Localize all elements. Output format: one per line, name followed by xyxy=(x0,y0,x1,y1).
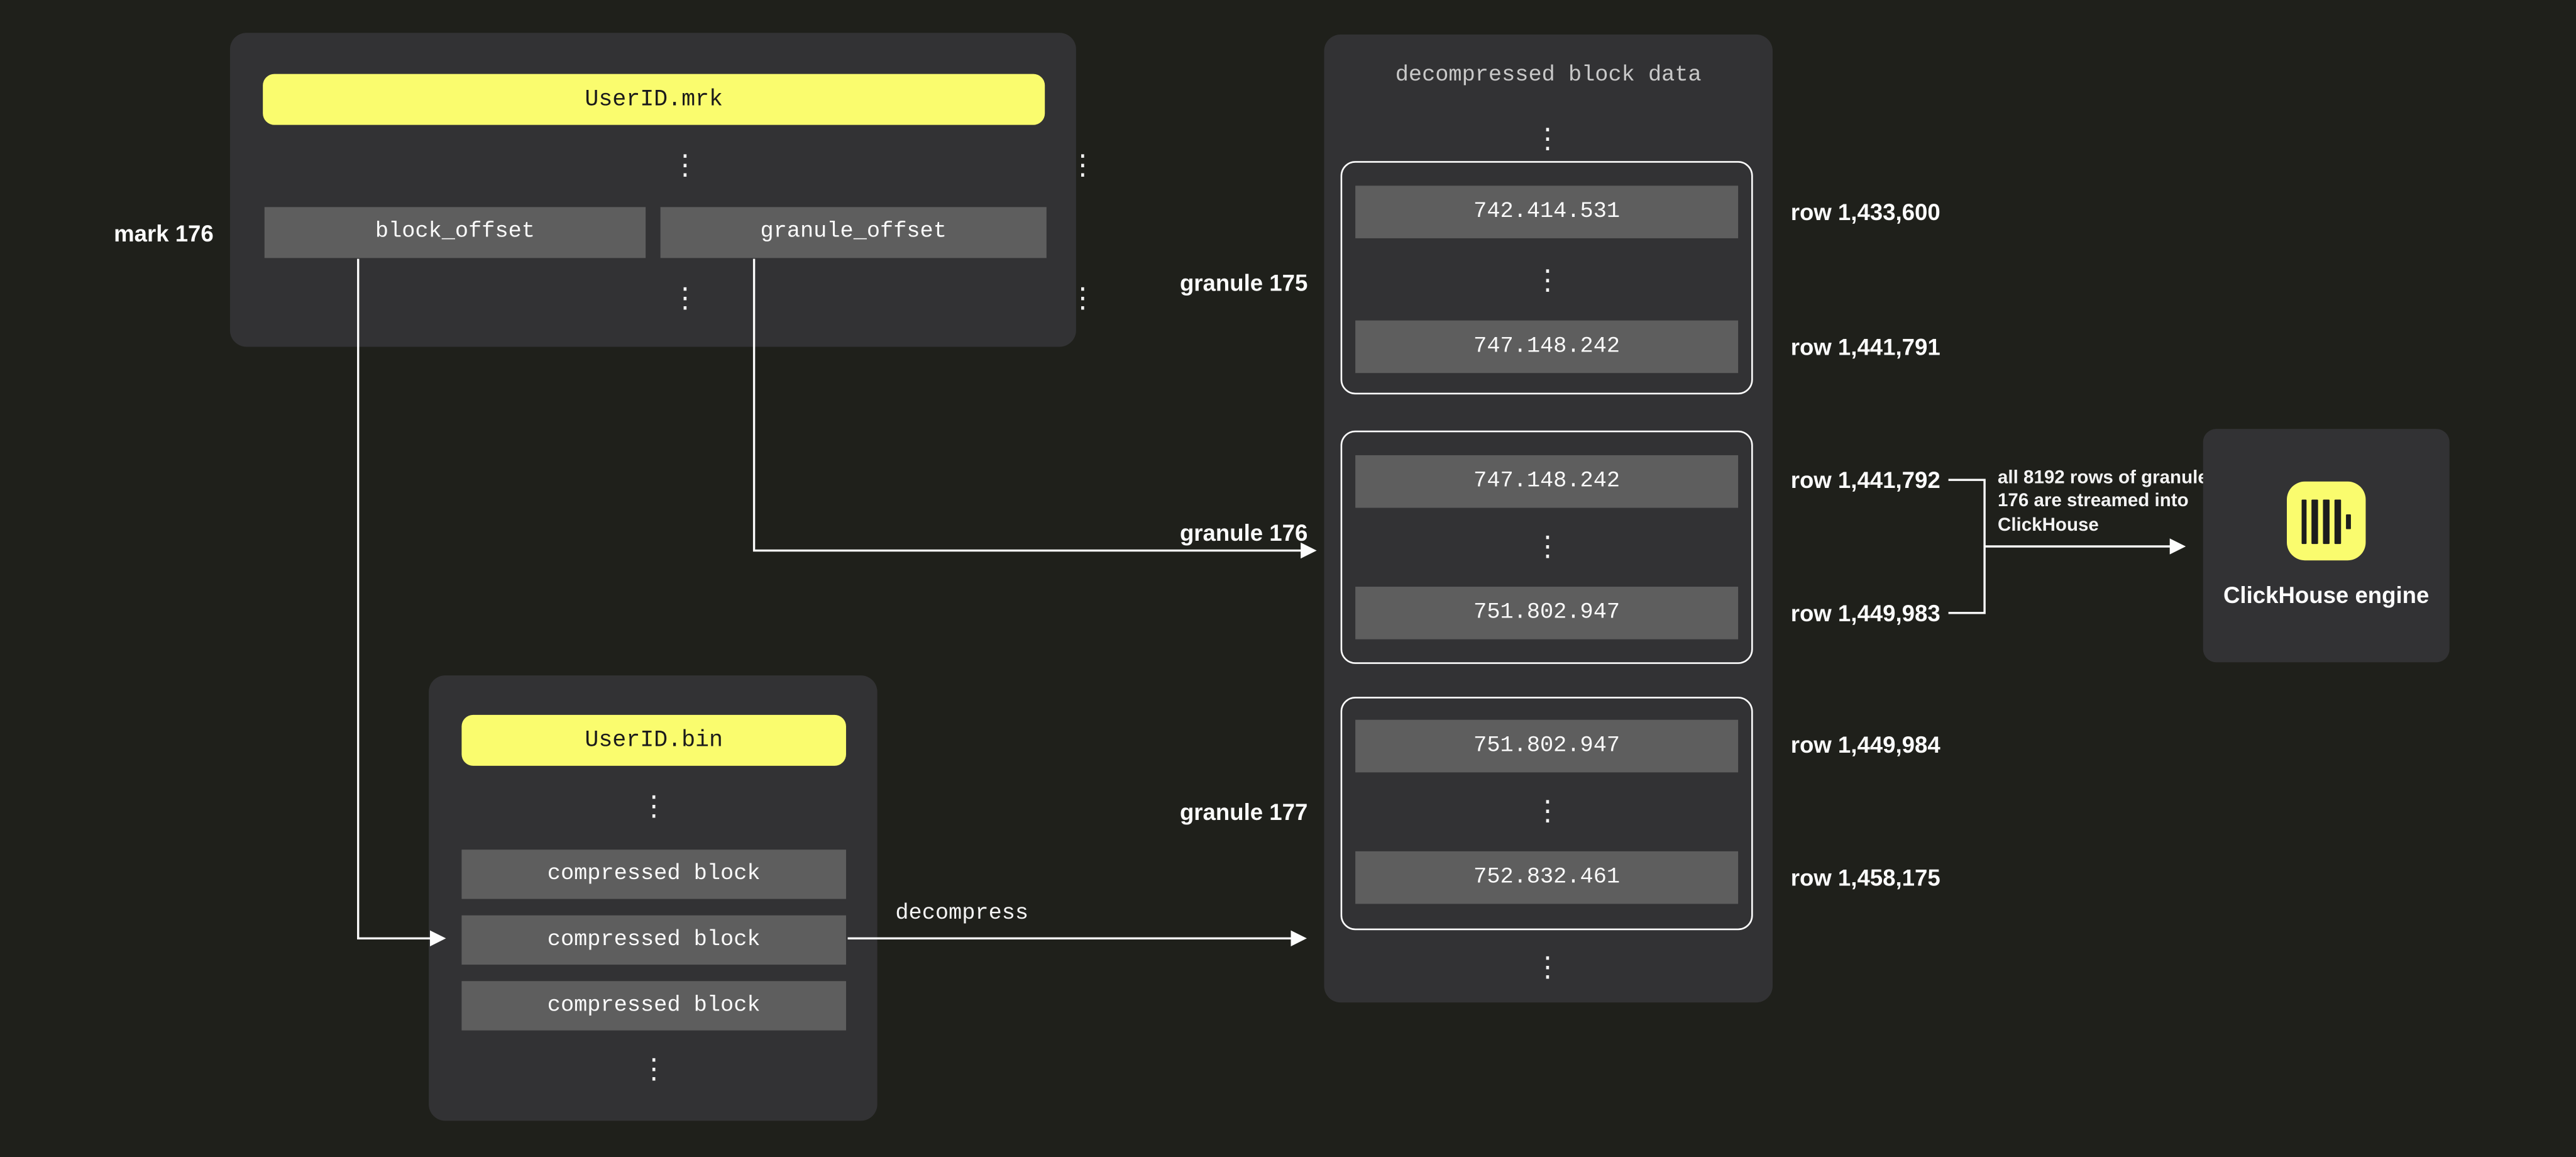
granule-177-label: granule 177 xyxy=(1179,799,1308,825)
annotation-line-3: ClickHouse xyxy=(1998,516,2099,536)
logo-bar xyxy=(2323,499,2330,543)
granule-177-first-value-box: 751.802.947 xyxy=(1355,719,1739,773)
block-offset-label: block_offset xyxy=(375,220,535,245)
row-label-1433600: row 1,433,600 xyxy=(1790,199,1940,226)
granule-175-last-value: 747.148.242 xyxy=(1473,334,1621,360)
streaming-annotation: all 8192 rows of granule 176 are streame… xyxy=(1998,467,2244,538)
granule-177-last-value-box: 752.832.461 xyxy=(1355,851,1739,904)
row-range-bracket xyxy=(1948,479,1986,614)
mrk-file-title: UserID.mrk xyxy=(263,74,1045,125)
vertical-ellipsis-icon: ⋮ xyxy=(1533,795,1562,829)
row-label-1449984: row 1,449,984 xyxy=(1790,731,1940,758)
mrk-file-title-text: UserID.mrk xyxy=(585,86,723,113)
granule-176-first-value: 747.148.242 xyxy=(1473,469,1621,494)
granule-176-last-value: 751.802.947 xyxy=(1473,601,1621,626)
vertical-ellipsis-icon: ⋮ xyxy=(1069,282,1097,316)
granule-offset-label: granule_offset xyxy=(760,220,947,245)
arrow-granule-offset-to-granule-176 xyxy=(752,258,1317,559)
row-label-1458175: row 1,458,175 xyxy=(1790,864,1940,891)
decompress-label: decompress xyxy=(895,902,1029,927)
vertical-ellipsis-icon: ⋮ xyxy=(639,790,668,824)
compressed-block-0: compressed block xyxy=(461,850,846,899)
vertical-ellipsis-icon: ⋮ xyxy=(1533,951,1562,985)
vertical-ellipsis-icon: ⋮ xyxy=(1533,123,1562,157)
vertical-ellipsis-icon: ⋮ xyxy=(671,282,700,316)
row-label-1449983: row 1,449,983 xyxy=(1790,599,1940,626)
granule-177-first-value: 751.802.947 xyxy=(1473,733,1621,759)
compressed-block-2-label: compressed block xyxy=(547,993,761,1019)
granule-175-box: 742.414.531 ⋮ 747.148.242 xyxy=(1340,161,1753,395)
clickhouse-engine-panel: ClickHouse engine xyxy=(2203,429,2450,663)
logo-bar xyxy=(2312,499,2318,543)
bin-file-panel: UserID.bin ⋮ compressed block compressed… xyxy=(429,675,878,1121)
logo-bar xyxy=(2301,499,2307,543)
granule-176-first-value-box: 747.148.242 xyxy=(1355,455,1739,508)
row-label-1441792: row 1,441,792 xyxy=(1790,467,1940,494)
bin-file-title: UserID.bin xyxy=(461,714,846,766)
granule-176-last-value-box: 751.802.947 xyxy=(1355,587,1739,639)
vertical-ellipsis-icon: ⋮ xyxy=(671,149,700,183)
granule-175-last-value-box: 747.148.242 xyxy=(1355,320,1739,374)
block-offset-cell: block_offset xyxy=(264,207,646,258)
mark-176-label: mark 176 xyxy=(114,220,214,247)
annotation-line-2: 176 are streamed into xyxy=(1998,492,2189,512)
clickhouse-logo-icon xyxy=(2286,481,2366,561)
decompressed-data-panel: decompressed block data ⋮ 742.414.531 ⋮ … xyxy=(1324,34,1773,1003)
granule-175-first-value-box: 742.414.531 xyxy=(1355,185,1739,238)
arrow-block-offset-to-compressed-block xyxy=(357,258,446,947)
granule-177-last-value: 752.832.461 xyxy=(1473,865,1621,890)
decompressed-data-title: decompressed block data xyxy=(1395,64,1702,89)
bin-file-title-text: UserID.bin xyxy=(585,727,723,754)
clickhouse-engine-label: ClickHouse engine xyxy=(2223,582,2430,608)
compressed-block-1: compressed block xyxy=(461,915,846,965)
row-label-1441791: row 1,441,791 xyxy=(1790,333,1940,360)
vertical-ellipsis-icon: ⋮ xyxy=(1533,264,1562,298)
compressed-block-2: compressed block xyxy=(461,981,846,1031)
compressed-block-0-label: compressed block xyxy=(547,861,761,887)
compressed-block-1-label: compressed block xyxy=(547,927,761,953)
granule-176-label: granule 176 xyxy=(1179,519,1308,546)
logo-bar xyxy=(2334,499,2341,543)
vertical-ellipsis-icon: ⋮ xyxy=(639,1053,668,1087)
vertical-ellipsis-icon: ⋮ xyxy=(1533,531,1562,564)
mrk-file-panel: UserID.mrk ⋮ ⋮ block_offset granule_offs… xyxy=(229,33,1097,347)
annotation-line-1: all 8192 rows of granule xyxy=(1998,468,2208,489)
granule-177-box: 751.802.947 ⋮ 752.832.461 xyxy=(1340,697,1753,931)
granule-175-first-value: 742.414.531 xyxy=(1473,199,1621,224)
logo-bar-short xyxy=(2345,513,2352,529)
granule-offset-cell: granule_offset xyxy=(660,207,1047,258)
granule-176-box: 747.148.242 ⋮ 751.802.947 xyxy=(1340,430,1753,664)
vertical-ellipsis-icon: ⋮ xyxy=(1069,149,1097,183)
granule-175-label: granule 175 xyxy=(1179,269,1308,296)
